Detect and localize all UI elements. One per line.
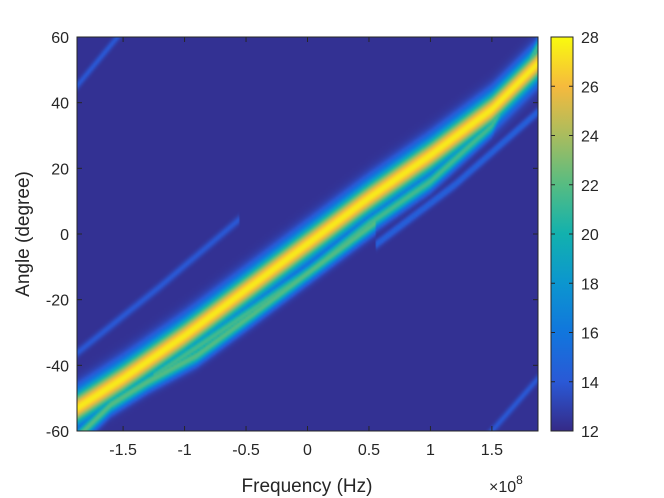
colorbar-tick-label: 12 xyxy=(581,424,599,441)
y-tick-label: -20 xyxy=(46,293,69,310)
x-tick-label: -1.5 xyxy=(109,442,137,459)
x-axis-ticks: -1.5 -1 -0.5 0 0.5 1 1.5 xyxy=(109,37,503,459)
y-axis-ticks: -60 -40 -20 0 20 40 60 xyxy=(46,30,538,441)
heatmap-raster xyxy=(77,37,538,431)
colorbar-tick-label: 24 xyxy=(581,129,599,146)
colorbar: 12 14 16 18 20 22 24 26 28 xyxy=(550,30,599,441)
y-tick-label: -40 xyxy=(46,358,69,375)
x-exponent-power: 8 xyxy=(516,473,523,487)
y-tick-label: 40 xyxy=(51,96,69,113)
colorbar-ticks: 12 14 16 18 20 22 24 26 28 xyxy=(551,30,599,441)
y-tick-label: 0 xyxy=(60,227,69,244)
colorbar-tick-label: 16 xyxy=(581,326,599,343)
colorbar-tick-label: 20 xyxy=(581,227,599,244)
colorbar-gradient xyxy=(551,37,573,431)
x-tick-label: -0.5 xyxy=(232,442,260,459)
colorbar-tick-label: 26 xyxy=(581,79,599,96)
plot-area: -1.5 -1 -0.5 0 0.5 1 1.5 -60 -40 -20 0 20 40 60 xyxy=(46,30,539,459)
colorbar-tick-label: 18 xyxy=(581,276,599,293)
x-exponent-label: ×108 xyxy=(489,473,523,496)
y-tick-label: -60 xyxy=(46,424,69,441)
x-tick-label: 0 xyxy=(303,442,312,459)
y-tick-label: 60 xyxy=(51,30,69,47)
x-axis-label: Frequency (Hz) xyxy=(242,476,373,497)
x-exponent-base: ×10 xyxy=(489,479,516,496)
heatmap-image xyxy=(77,37,538,431)
colorbar-tick-label: 22 xyxy=(581,178,599,195)
colorbar-tick-label: 14 xyxy=(581,375,599,392)
y-axis-label: Angle (degree) xyxy=(13,171,34,297)
x-tick-label: 1.5 xyxy=(481,442,503,459)
x-tick-label: 1 xyxy=(426,442,435,459)
colorbar-tick-label: 28 xyxy=(581,30,599,47)
x-tick-label: 0.5 xyxy=(358,442,380,459)
x-tick-label: -1 xyxy=(177,442,191,459)
y-tick-label: 20 xyxy=(51,161,69,178)
